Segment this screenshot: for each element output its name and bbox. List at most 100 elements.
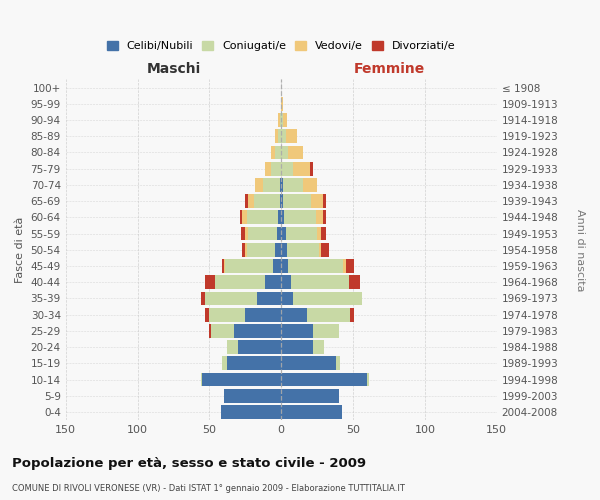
Bar	[281, 162, 293, 175]
Bar	[286, 130, 297, 143]
Bar	[254, 194, 280, 208]
Bar	[319, 243, 322, 256]
Bar	[234, 324, 281, 338]
Bar	[284, 210, 316, 224]
Bar	[323, 194, 326, 208]
Bar	[316, 210, 323, 224]
Bar	[239, 210, 242, 224]
Bar	[209, 308, 245, 322]
Bar	[283, 178, 303, 192]
Bar	[286, 226, 317, 240]
Bar	[245, 243, 247, 256]
Bar	[271, 146, 275, 160]
Bar	[281, 292, 293, 306]
Bar	[313, 340, 325, 354]
Bar	[313, 324, 338, 338]
Bar	[281, 178, 283, 192]
Bar	[278, 113, 280, 127]
Bar	[242, 243, 245, 256]
Bar	[281, 276, 291, 289]
Bar	[272, 259, 281, 273]
Bar	[278, 210, 281, 224]
Bar	[349, 276, 360, 289]
Bar	[205, 292, 257, 306]
Text: Popolazione per età, sesso e stato civile - 2009: Popolazione per età, sesso e stato civil…	[12, 458, 366, 470]
Bar	[281, 340, 313, 354]
Bar	[303, 178, 317, 192]
Bar	[317, 226, 322, 240]
Bar	[343, 259, 346, 273]
Bar	[283, 194, 311, 208]
Bar	[291, 276, 349, 289]
Bar	[257, 292, 281, 306]
Bar	[293, 162, 310, 175]
Bar	[202, 372, 281, 386]
Bar	[247, 243, 275, 256]
Bar	[211, 324, 234, 338]
Bar	[209, 324, 211, 338]
Bar	[201, 292, 205, 306]
Bar	[281, 324, 313, 338]
Y-axis label: Anni di nascita: Anni di nascita	[575, 208, 585, 291]
Bar	[281, 372, 367, 386]
Bar	[225, 259, 272, 273]
Bar	[263, 178, 280, 192]
Bar	[289, 146, 303, 160]
Bar	[275, 130, 278, 143]
Bar	[280, 194, 281, 208]
Bar	[205, 276, 215, 289]
Bar	[281, 356, 336, 370]
Bar	[245, 226, 248, 240]
Bar	[281, 243, 287, 256]
Bar	[311, 194, 323, 208]
Text: COMUNE DI RIVOLI VERONESE (VR) - Dati ISTAT 1° gennaio 2009 - Elaborazione TUTTI: COMUNE DI RIVOLI VERONESE (VR) - Dati IS…	[12, 484, 405, 493]
Bar	[322, 243, 329, 256]
Bar	[224, 389, 281, 402]
Bar	[346, 259, 355, 273]
Bar	[205, 308, 209, 322]
Bar	[245, 194, 248, 208]
Bar	[275, 243, 281, 256]
Bar	[221, 405, 281, 419]
Bar	[287, 243, 319, 256]
Text: Femmine: Femmine	[353, 62, 425, 76]
Bar	[281, 308, 307, 322]
Text: Maschi: Maschi	[146, 62, 200, 76]
Bar	[281, 259, 289, 273]
Bar	[307, 308, 350, 322]
Bar	[278, 130, 281, 143]
Bar	[281, 130, 286, 143]
Bar	[350, 308, 355, 322]
Bar	[265, 162, 271, 175]
Bar	[222, 259, 224, 273]
Bar	[224, 259, 225, 273]
Bar	[281, 146, 289, 160]
Bar	[281, 405, 341, 419]
Bar	[242, 210, 247, 224]
Bar	[323, 210, 326, 224]
Bar	[310, 162, 313, 175]
Bar	[281, 389, 338, 402]
Bar	[227, 356, 281, 370]
Bar	[248, 194, 254, 208]
Bar	[281, 194, 283, 208]
Bar	[280, 178, 281, 192]
Bar	[248, 226, 277, 240]
Bar	[322, 226, 326, 240]
Bar	[367, 372, 369, 386]
Bar	[271, 162, 281, 175]
Bar	[281, 97, 283, 110]
Bar	[289, 259, 343, 273]
Bar	[247, 210, 278, 224]
Bar	[265, 276, 281, 289]
Bar	[336, 356, 340, 370]
Bar	[281, 113, 283, 127]
Bar	[222, 356, 227, 370]
Bar	[281, 226, 286, 240]
Bar	[227, 340, 238, 354]
Bar	[241, 226, 245, 240]
Bar	[238, 340, 281, 354]
Legend: Celibi/Nubili, Coniugati/e, Vedovi/e, Divorziati/e: Celibi/Nubili, Coniugati/e, Vedovi/e, Di…	[107, 41, 455, 51]
Bar	[277, 226, 281, 240]
Bar	[280, 113, 281, 127]
